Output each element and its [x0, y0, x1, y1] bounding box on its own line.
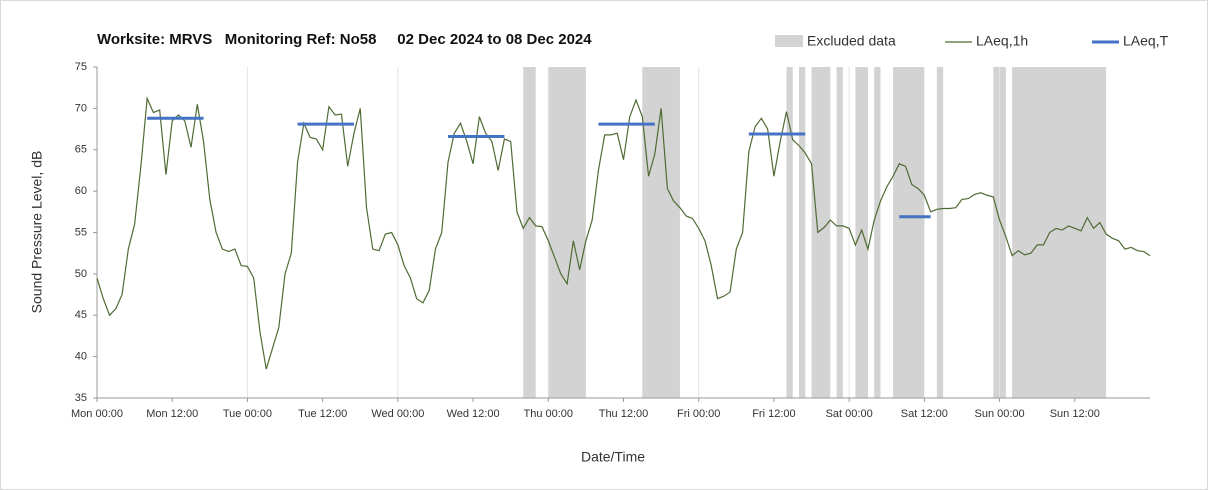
y-tick-label: 50: [75, 268, 87, 280]
excluded-band: [523, 67, 536, 398]
legend-swatch-excluded: [775, 35, 803, 47]
x-tick-label: Fri 00:00: [677, 408, 720, 420]
excluded-band: [836, 67, 843, 398]
y-tick-label: 70: [75, 102, 87, 114]
x-tick-label: Mon 00:00: [71, 408, 123, 420]
x-tick-label: Fri 12:00: [752, 408, 795, 420]
legend-label: LAeq,T: [1123, 33, 1169, 49]
x-tick-label: Sun 12:00: [1050, 408, 1100, 420]
excluded-band: [874, 67, 881, 398]
x-tick-label: Wed 00:00: [371, 408, 424, 420]
y-tick-label: 60: [75, 185, 87, 197]
x-tick-label: Tue 00:00: [223, 408, 272, 420]
y-tick-label: 45: [75, 309, 87, 321]
x-tick-label: Mon 12:00: [146, 408, 198, 420]
excluded-band: [855, 67, 868, 398]
x-tick-label: Thu 12:00: [599, 408, 649, 420]
y-axis-label: Sound Pressure Level, dB: [29, 151, 45, 314]
y-tick-label: 40: [75, 351, 87, 363]
x-tick-label: Sat 12:00: [901, 408, 948, 420]
excluded-band: [1012, 67, 1107, 398]
y-tick-label: 55: [75, 226, 87, 238]
x-axis-label: Date/Time: [581, 449, 645, 465]
x-tick-label: Sun 00:00: [974, 408, 1024, 420]
excluded-band: [799, 67, 806, 398]
chart-title: Worksite: MRVS Monitoring Ref: No58 02 D…: [97, 31, 592, 48]
excluded-band: [811, 67, 831, 398]
x-tick-label: Sat 00:00: [826, 408, 873, 420]
x-tick-label: Thu 00:00: [524, 408, 574, 420]
excluded-band: [786, 67, 793, 398]
y-tick-label: 65: [75, 144, 87, 156]
excluded-band: [642, 67, 680, 398]
series-line: [96, 96, 1151, 370]
legend-label: LAeq,1h: [976, 33, 1028, 49]
excluded-band: [548, 67, 586, 398]
x-tick-label: Wed 12:00: [447, 408, 500, 420]
x-tick-label: Tue 12:00: [298, 408, 347, 420]
excluded-band: [893, 67, 925, 398]
excluded-band: [936, 67, 944, 398]
legend-label: Excluded data: [807, 33, 896, 49]
y-tick-label: 75: [75, 61, 87, 73]
y-tick-label: 35: [75, 392, 87, 404]
